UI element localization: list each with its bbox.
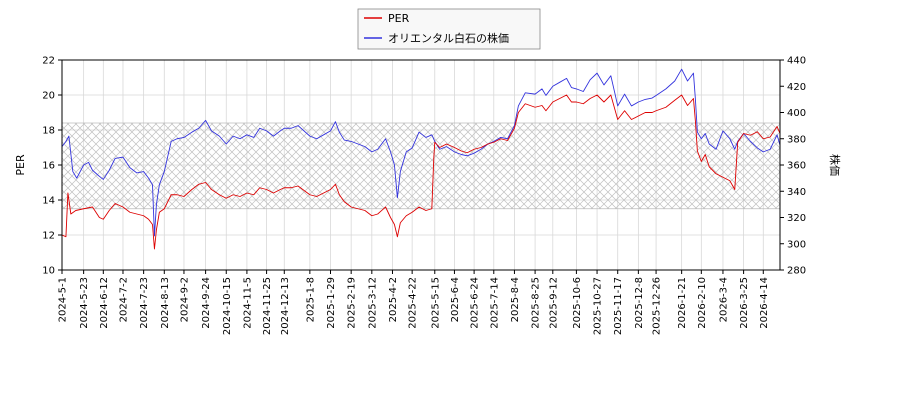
left-y-tick-label: 10 bbox=[42, 266, 55, 277]
x-tick-label: 2025-4-22 bbox=[408, 277, 419, 329]
x-tick-label: 2025-7-14 bbox=[489, 277, 500, 329]
x-tick-label: 2024-11-25 bbox=[262, 277, 273, 335]
legend: PER オリエンタル白石の株価 bbox=[357, 8, 541, 50]
left-y-tick-label: 22 bbox=[42, 56, 55, 67]
x-tick-label: 2025-3-12 bbox=[367, 277, 378, 329]
right-y-tick-label: 380 bbox=[787, 134, 806, 145]
x-tick-label: 2024-12-13 bbox=[280, 277, 291, 335]
right-y-tick-label: 340 bbox=[787, 187, 806, 198]
right-y-tick-label: 420 bbox=[787, 82, 806, 93]
x-tick-label: 2025-4-2 bbox=[388, 277, 399, 322]
legend-label-price: オリエンタル白石の株価 bbox=[388, 31, 509, 45]
x-tick-label: 2025-1-29 bbox=[326, 277, 337, 329]
x-tick-label: 2024-9-2 bbox=[179, 277, 190, 322]
x-tick-label: 2024-7-2 bbox=[118, 277, 129, 322]
x-tick-label: 2025-10-6 bbox=[572, 277, 583, 329]
x-tick-label: 2025-5-15 bbox=[430, 277, 441, 329]
right-y-tick-label: 280 bbox=[787, 266, 806, 277]
left-y-tick-label: 14 bbox=[42, 196, 55, 207]
x-tick-label: 2025-9-12 bbox=[548, 277, 559, 329]
x-axis: 2024-5-1 2024-5-23 2024-6-12 2024-7-2 2024-7… bbox=[58, 270, 770, 335]
x-tick-label: 2025-6-24 bbox=[470, 277, 481, 329]
x-tick-label: 2024-5-1 bbox=[58, 277, 69, 322]
hatched-band bbox=[62, 122, 780, 210]
x-tick-label: 2025-8-4 bbox=[510, 277, 521, 322]
right-y-axis: 280 300 320 340 360 380 400 420 440 bbox=[780, 56, 806, 277]
x-tick-label: 2024-6-12 bbox=[99, 277, 110, 329]
legend-label-per: PER bbox=[388, 12, 410, 25]
x-tick-label: 2025-6-4 bbox=[450, 277, 461, 322]
x-tick-label: 2026-3-4 bbox=[718, 277, 729, 322]
x-tick-label: 2026-3-25 bbox=[739, 277, 750, 329]
x-tick-label: 2026-2-10 bbox=[697, 277, 708, 329]
x-tick-label: 2024-11-5 bbox=[242, 277, 253, 329]
right-y-tick-label: 400 bbox=[787, 108, 806, 119]
right-y-tick-label: 440 bbox=[787, 56, 806, 67]
x-tick-label: 2025-10-27 bbox=[593, 277, 604, 335]
x-tick-label: 2024-10-15 bbox=[222, 277, 233, 335]
x-tick-label: 2025-12-26 bbox=[652, 277, 663, 335]
x-tick-label: 2026-1-21 bbox=[677, 277, 688, 329]
left-y-axis-label: PER bbox=[14, 154, 27, 176]
x-tick-label: 2025-12-8 bbox=[634, 277, 645, 329]
right-y-tick-label: 360 bbox=[787, 161, 806, 172]
x-tick-label: 2025-1-8 bbox=[305, 277, 316, 322]
left-y-tick-label: 18 bbox=[42, 126, 55, 137]
legend-box bbox=[357, 8, 541, 50]
series-lines bbox=[62, 68, 780, 250]
left-y-tick-label: 16 bbox=[42, 161, 55, 172]
left-y-tick-label: 12 bbox=[42, 231, 55, 242]
right-y-axis-label: 株価 bbox=[828, 154, 842, 176]
x-tick-label: 2025-8-25 bbox=[531, 277, 542, 329]
left-y-tick-label: 20 bbox=[42, 91, 55, 102]
x-tick-label: 2024-9-24 bbox=[201, 277, 212, 329]
x-tick-label: 2026-4-14 bbox=[759, 277, 770, 329]
left-y-axis: 10 12 14 16 18 20 22 bbox=[42, 56, 62, 277]
right-y-tick-label: 300 bbox=[787, 239, 806, 250]
right-y-tick-label: 320 bbox=[787, 213, 806, 224]
x-tick-label: 2025-2-19 bbox=[347, 277, 358, 329]
x-tick-label: 2025-11-17 bbox=[613, 277, 624, 335]
per-line bbox=[62, 94, 780, 250]
x-tick-label: 2024-8-13 bbox=[160, 277, 171, 329]
band-hatch-fill bbox=[62, 123, 780, 209]
x-tick-label: 2024-7-23 bbox=[139, 277, 150, 329]
x-tick-label: 2024-5-23 bbox=[79, 277, 90, 329]
stock-price-line bbox=[62, 68, 780, 237]
